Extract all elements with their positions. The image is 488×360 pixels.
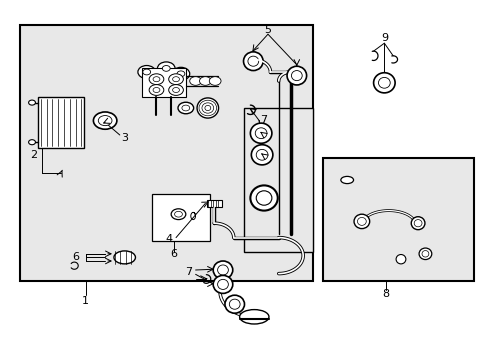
Circle shape	[209, 77, 221, 85]
Ellipse shape	[199, 100, 216, 116]
Circle shape	[199, 77, 211, 85]
Bar	[322, 158, 473, 281]
Text: 3: 3	[121, 132, 128, 143]
Ellipse shape	[98, 116, 112, 126]
Ellipse shape	[395, 255, 405, 264]
Ellipse shape	[217, 265, 228, 275]
Bar	[20, 25, 312, 281]
Text: 6: 6	[72, 252, 79, 262]
Circle shape	[168, 85, 183, 95]
Ellipse shape	[353, 214, 369, 229]
Circle shape	[168, 74, 183, 85]
Circle shape	[149, 74, 163, 85]
Circle shape	[138, 66, 155, 78]
Ellipse shape	[178, 102, 193, 114]
Ellipse shape	[213, 275, 232, 293]
Ellipse shape	[421, 251, 428, 257]
Text: 8: 8	[382, 289, 389, 300]
Ellipse shape	[202, 103, 213, 113]
Ellipse shape	[373, 73, 394, 93]
Bar	[151, 194, 210, 241]
Ellipse shape	[224, 295, 244, 313]
Ellipse shape	[250, 185, 277, 211]
Ellipse shape	[239, 310, 268, 324]
Text: 4: 4	[165, 234, 172, 244]
Circle shape	[28, 140, 36, 145]
Ellipse shape	[243, 52, 263, 71]
Ellipse shape	[286, 66, 306, 85]
Text: 7: 7	[260, 114, 267, 125]
Ellipse shape	[413, 220, 421, 227]
Circle shape	[153, 87, 160, 93]
Ellipse shape	[171, 209, 185, 220]
Ellipse shape	[256, 191, 271, 205]
Ellipse shape	[182, 105, 189, 111]
Circle shape	[157, 62, 175, 75]
Ellipse shape	[255, 128, 266, 139]
Text: 9: 9	[380, 33, 387, 43]
Text: 2: 2	[30, 150, 37, 160]
Text: 7: 7	[184, 267, 191, 277]
Circle shape	[149, 85, 163, 95]
Ellipse shape	[378, 77, 389, 88]
Circle shape	[153, 77, 160, 82]
Ellipse shape	[418, 248, 431, 260]
Ellipse shape	[340, 176, 353, 184]
Circle shape	[28, 100, 36, 105]
Circle shape	[142, 69, 150, 75]
Circle shape	[162, 66, 170, 71]
Ellipse shape	[174, 211, 182, 217]
Ellipse shape	[204, 105, 210, 111]
Ellipse shape	[197, 98, 218, 118]
Ellipse shape	[213, 261, 232, 279]
Ellipse shape	[114, 251, 135, 264]
Ellipse shape	[256, 149, 267, 160]
Circle shape	[177, 71, 184, 77]
Ellipse shape	[247, 56, 258, 66]
Ellipse shape	[357, 217, 366, 225]
Ellipse shape	[250, 123, 271, 143]
Circle shape	[172, 87, 179, 93]
Ellipse shape	[229, 299, 240, 309]
Ellipse shape	[251, 145, 272, 165]
Ellipse shape	[217, 279, 228, 289]
Text: 1: 1	[82, 296, 89, 306]
Ellipse shape	[410, 217, 424, 230]
Ellipse shape	[291, 71, 302, 81]
Circle shape	[189, 77, 201, 85]
Text: 6: 6	[170, 249, 177, 259]
Bar	[38, 97, 84, 148]
Bar	[244, 108, 312, 252]
Bar	[206, 200, 221, 207]
Circle shape	[172, 77, 179, 82]
Bar	[142, 68, 185, 97]
Text: 5: 5	[264, 24, 271, 35]
Circle shape	[172, 67, 189, 80]
Ellipse shape	[93, 112, 117, 129]
